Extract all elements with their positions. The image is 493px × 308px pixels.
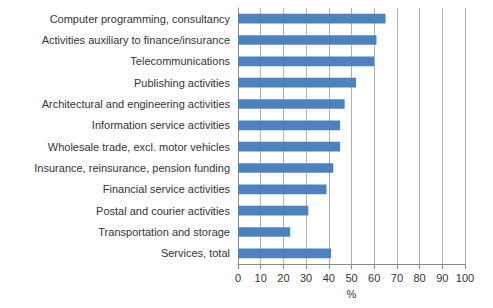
svg-text:Computer programming, consulta: Computer programming, consultancy	[50, 13, 231, 25]
svg-text:Postal and courier activities: Postal and courier activities	[96, 205, 230, 217]
svg-text:Insurance, reinsurance, pensio: Insurance, reinsurance, pension funding	[34, 162, 230, 174]
svg-text:0: 0	[235, 272, 241, 284]
svg-text:70: 70	[391, 272, 403, 284]
svg-text:Publishing activities: Publishing activities	[134, 77, 230, 89]
svg-text:40: 40	[323, 272, 335, 284]
svg-text:Services, total: Services, total	[161, 247, 230, 259]
svg-text:Activities auxiliary to financ: Activities auxiliary to finance/insuranc…	[42, 34, 230, 46]
svg-text:60: 60	[368, 272, 380, 284]
svg-text:80: 80	[413, 272, 425, 284]
svg-text:%: %	[347, 288, 357, 300]
svg-text:10: 10	[255, 272, 267, 284]
svg-text:100: 100	[456, 272, 474, 284]
svg-text:50: 50	[345, 272, 357, 284]
svg-text:Architectural and engineering: Architectural and engineering activities	[42, 98, 231, 110]
svg-text:Wholesale trade, excl. motor v: Wholesale trade, excl. motor vehicles	[48, 141, 231, 153]
svg-text:Information service activities: Information service activities	[92, 119, 231, 131]
svg-text:20: 20	[277, 272, 289, 284]
svg-text:Transportation and storage: Transportation and storage	[98, 226, 230, 238]
svg-text:90: 90	[436, 272, 448, 284]
svg-text:Telecommunications: Telecommunications	[130, 55, 230, 67]
svg-text:Financial service activities: Financial service activities	[103, 183, 231, 195]
svg-text:30: 30	[300, 272, 312, 284]
